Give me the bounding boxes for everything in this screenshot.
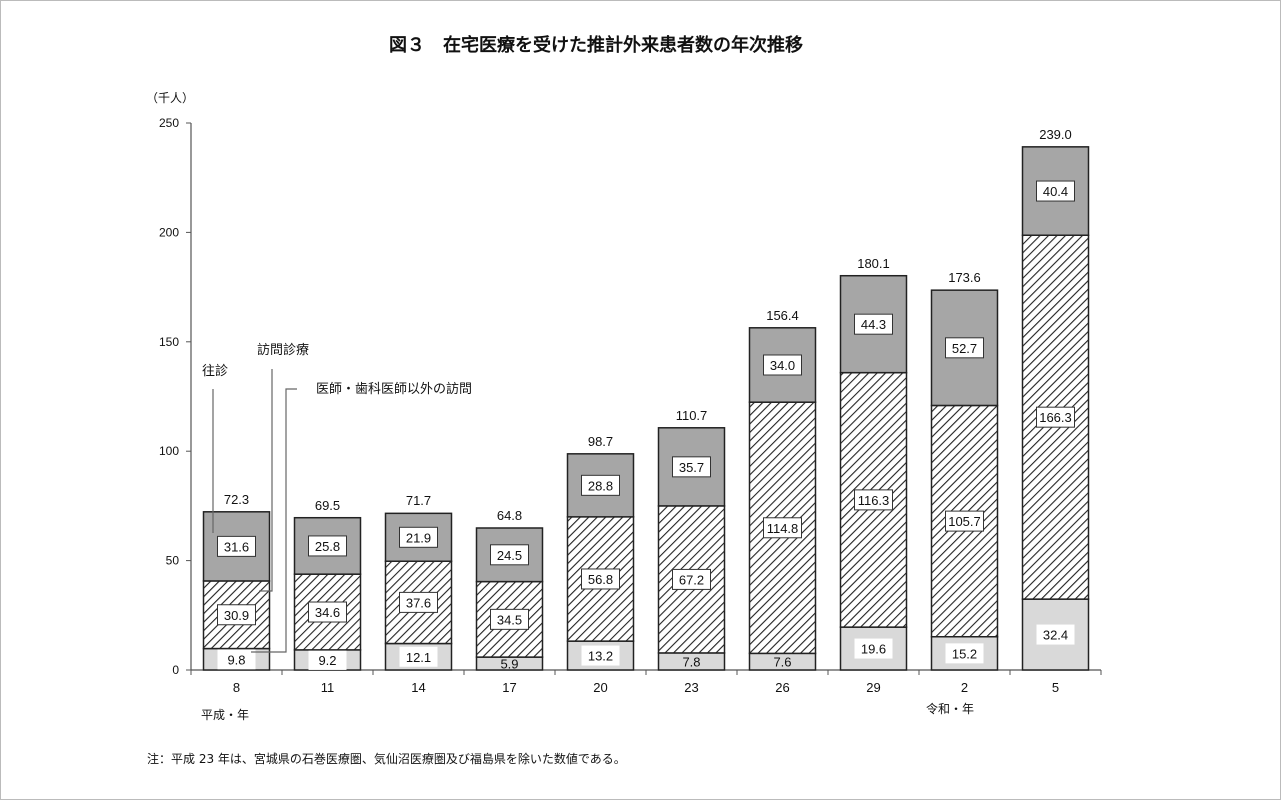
data-label: 5.9	[500, 657, 518, 672]
data-label-box	[854, 313, 893, 335]
data-label-box	[217, 649, 256, 670]
y-tick-label: 0	[172, 663, 179, 677]
total-label: 156.4	[766, 308, 799, 323]
era-label-reiwa: 令和・年	[926, 701, 974, 716]
data-label-box	[581, 645, 620, 666]
total-label: 64.8	[497, 508, 522, 523]
y-tick-label: 50	[166, 554, 180, 568]
data-label: 21.9	[406, 530, 431, 545]
data-label: 7.8	[682, 654, 700, 669]
legend-leader-line	[251, 388, 297, 653]
x-tick-label: 17	[502, 680, 516, 695]
data-label-box	[308, 535, 347, 557]
data-label-box	[217, 604, 256, 626]
data-label-box	[490, 544, 529, 566]
data-label: 15.2	[952, 646, 977, 661]
x-tick-label: 14	[411, 680, 425, 695]
data-label: 34.6	[315, 605, 340, 620]
data-label: 166.3	[1039, 410, 1072, 425]
total-label: 180.1	[857, 256, 890, 271]
data-label-box	[1036, 180, 1075, 202]
data-label: 9.2	[318, 653, 336, 668]
legend-leader-line	[259, 369, 273, 592]
data-label: 67.2	[679, 572, 704, 587]
data-label-box	[672, 568, 711, 590]
data-label-box	[581, 568, 620, 590]
data-label-box	[672, 456, 711, 478]
y-axis-label: （千人）	[146, 91, 194, 105]
data-label-box	[763, 517, 802, 539]
x-tick-label: 2	[961, 680, 968, 695]
data-label: 116.3	[858, 493, 890, 508]
data-label: 12.1	[406, 650, 431, 665]
data-label-box	[763, 354, 802, 376]
legend-label-houmon-shinryo: 訪問診療	[257, 342, 309, 358]
data-label-box	[490, 608, 529, 630]
total-label: 173.6	[948, 270, 981, 285]
data-label: 35.7	[679, 460, 704, 475]
data-label: 13.2	[588, 649, 613, 664]
data-label-box	[945, 510, 984, 532]
data-label-box	[399, 646, 438, 667]
data-label-box	[399, 526, 438, 548]
data-label: 24.5	[497, 548, 522, 563]
data-label: 32.4	[1043, 628, 1068, 643]
data-label-box	[945, 643, 984, 664]
x-tick-label: 23	[684, 680, 698, 695]
data-label-box	[945, 337, 984, 359]
y-tick-label: 250	[159, 116, 179, 130]
total-label: 239.0	[1039, 127, 1072, 142]
data-label-box	[308, 649, 347, 670]
total-label: 72.3	[224, 492, 249, 507]
data-label-box	[581, 474, 620, 496]
data-label: 9.8	[227, 652, 245, 667]
total-label: 110.7	[676, 408, 708, 423]
x-tick-label: 29	[866, 680, 880, 695]
data-label-box	[399, 591, 438, 613]
total-label: 69.5	[315, 498, 340, 513]
data-label: 114.8	[767, 521, 799, 536]
x-tick-label: 26	[775, 680, 789, 695]
data-label: 31.6	[224, 539, 249, 554]
data-label-box	[1036, 624, 1075, 645]
x-tick-label: 20	[593, 680, 607, 695]
data-label: 7.6	[773, 655, 791, 670]
data-label: 56.8	[588, 572, 613, 587]
y-tick-label: 150	[159, 335, 179, 349]
x-tick-label: 5	[1052, 680, 1059, 695]
data-label: 28.8	[588, 478, 613, 493]
data-label: 19.6	[861, 642, 886, 657]
y-tick-label: 100	[159, 444, 179, 458]
data-label: 44.3	[861, 317, 886, 332]
data-label-box	[854, 638, 893, 659]
data-label-box	[308, 601, 347, 623]
total-label: 71.7	[406, 493, 431, 508]
data-label: 34.5	[497, 612, 522, 627]
legend-label-other-visit: 医師・歯科医師以外の訪問	[316, 381, 472, 397]
data-label: 25.8	[315, 539, 340, 554]
x-tick-label: 8	[233, 680, 240, 695]
chart-title: 図３ 在宅医療を受けた推計外来患者数の年次推移	[389, 34, 803, 56]
data-label: 40.4	[1043, 184, 1068, 199]
data-label-box	[217, 535, 256, 557]
legend-label-oushin: 往診	[202, 363, 228, 379]
data-label: 34.0	[770, 358, 795, 373]
data-label: 37.6	[406, 595, 431, 610]
data-label-box	[854, 489, 893, 511]
data-label: 30.9	[224, 608, 249, 623]
data-label: 52.7	[952, 341, 977, 356]
total-label: 98.7	[588, 434, 613, 449]
y-tick-label: 200	[159, 225, 179, 239]
data-label: 105.7	[948, 514, 981, 529]
era-label-heisei: 平成・年	[201, 708, 249, 722]
x-tick-label: 11	[321, 680, 335, 695]
data-label-box	[1036, 406, 1075, 428]
chart-note: 注：平成 23 年は、宮城県の石巻医療圏、気仙沼医療圏及び福島県を除いた数値であ…	[147, 751, 626, 766]
